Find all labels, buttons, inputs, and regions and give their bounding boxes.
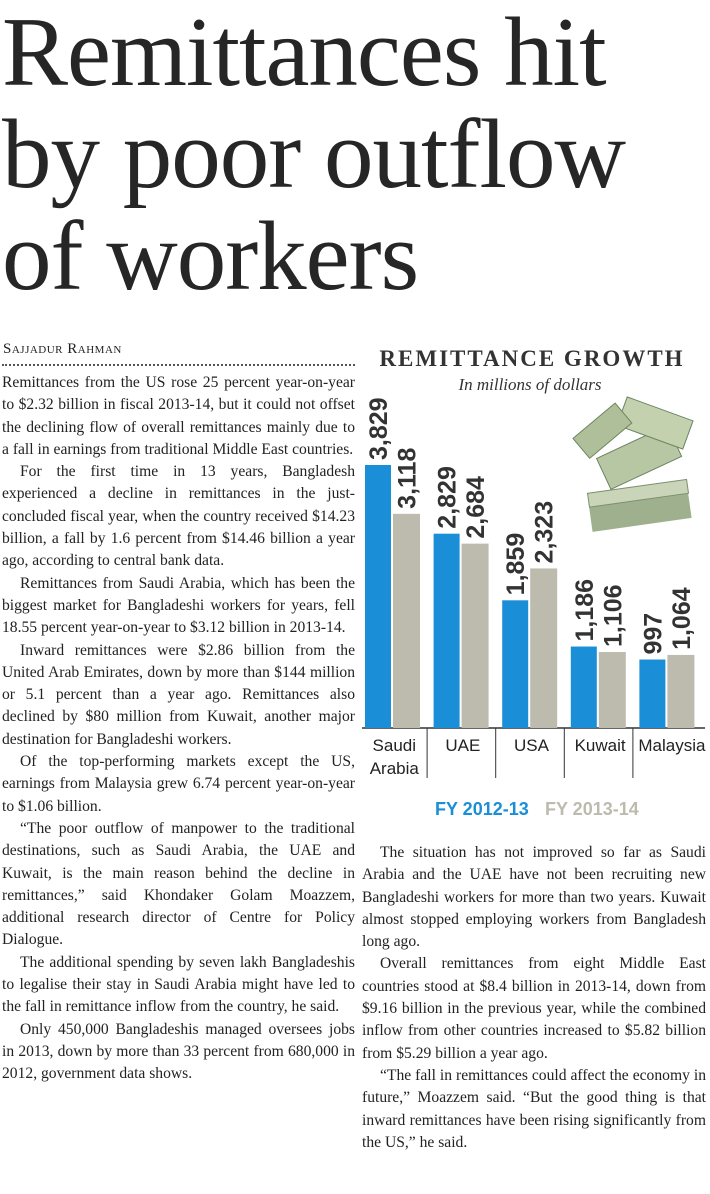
chart-subtitle: In millions of dollars — [457, 375, 601, 394]
paragraph: The situation has not improved so far as… — [362, 844, 706, 951]
paragraph: “The fall in remittances could affect th… — [362, 1066, 706, 1151]
bar — [433, 533, 460, 728]
bar — [365, 465, 391, 728]
value-label: 1,186 — [571, 579, 599, 642]
right-column: The situation has not improved so far as… — [362, 842, 706, 1154]
bar — [502, 600, 529, 728]
bar — [393, 513, 420, 728]
category-label: UAE — [445, 736, 481, 755]
bar — [570, 646, 597, 728]
chart-title: REMITTANCE GROWTH — [379, 346, 684, 371]
paragraph: Overall remittances from eight Middle Ea… — [362, 955, 706, 1062]
byline: Sajjadur Rahman — [3, 341, 122, 357]
paragraph: Of the top-performing markets except the… — [2, 753, 355, 815]
left-column: Remittances from the US rose 25 percent … — [2, 372, 355, 1086]
value-label: 1,859 — [502, 533, 530, 596]
paragraph: Remittances from the US rose 25 percent … — [2, 374, 355, 458]
legend-label: FY 2013-14 — [545, 799, 639, 819]
paragraph: The additional spending by seven lakh Ba… — [2, 953, 355, 1016]
value-label: 1,106 — [599, 584, 627, 647]
value-label: 1,064 — [668, 587, 696, 650]
bar — [461, 543, 489, 728]
paragraph: Remittances from Saudi Arabia, which has… — [2, 574, 355, 637]
money-illustration — [572, 396, 694, 532]
category-label: Malaysia — [638, 736, 706, 755]
value-label: 2,684 — [462, 476, 490, 539]
category-label: Saudi Arabia — [369, 736, 419, 778]
category-label: Kuwait — [574, 736, 626, 755]
paragraph: “The poor outflow of manpower to the tra… — [2, 819, 355, 949]
category-label: USA — [514, 736, 549, 755]
bar — [598, 652, 626, 728]
value-label: 3,118 — [394, 448, 422, 509]
value-label: 3,829 — [365, 397, 393, 460]
headline-line: by poor outflow — [2, 100, 626, 209]
bar — [530, 568, 558, 728]
value-label: 997 — [639, 613, 667, 655]
headline-line: of workers — [2, 202, 419, 311]
paragraph: For the first time in 13 years, Banglade… — [2, 463, 355, 570]
headline-line: Remittances hit — [2, 0, 607, 107]
value-label: 2,829 — [434, 466, 462, 529]
paragraph: Inward remittances were $2.86 billion fr… — [2, 641, 355, 748]
bar — [639, 659, 666, 728]
paragraph: Only 450,000 Bangladeshis managed overse… — [2, 1020, 355, 1083]
headline: Remittances hit by poor outflow of workers — [2, 0, 626, 311]
legend-label: FY 2012-13 — [435, 799, 529, 819]
bar — [667, 654, 695, 728]
value-label: 2,323 — [531, 501, 559, 564]
rule — [2, 364, 355, 366]
